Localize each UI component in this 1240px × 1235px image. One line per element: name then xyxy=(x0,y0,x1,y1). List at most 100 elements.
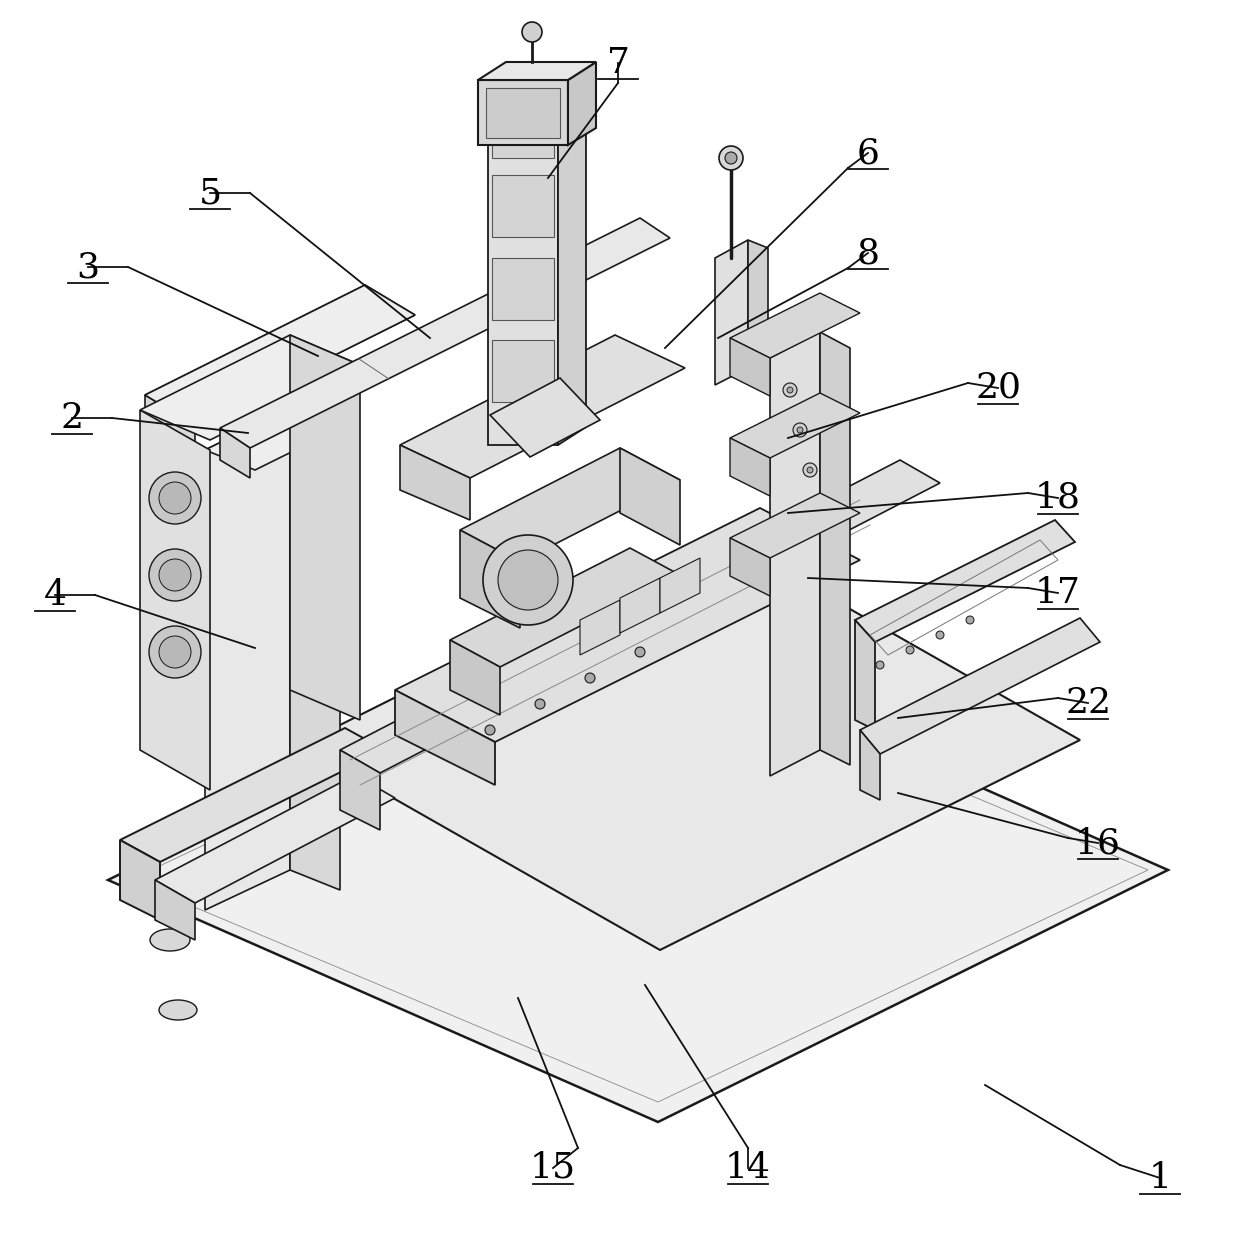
Polygon shape xyxy=(145,285,415,425)
Polygon shape xyxy=(155,776,396,903)
Polygon shape xyxy=(340,750,379,830)
Polygon shape xyxy=(492,100,554,158)
Polygon shape xyxy=(460,448,680,562)
Polygon shape xyxy=(290,408,340,890)
Circle shape xyxy=(485,725,495,735)
Ellipse shape xyxy=(159,1000,197,1020)
Text: 15: 15 xyxy=(529,1151,577,1186)
Circle shape xyxy=(797,427,804,433)
Polygon shape xyxy=(486,88,560,138)
Polygon shape xyxy=(492,175,554,237)
Circle shape xyxy=(807,467,813,473)
Polygon shape xyxy=(219,429,250,478)
Polygon shape xyxy=(450,548,680,667)
Polygon shape xyxy=(205,408,290,910)
Polygon shape xyxy=(140,410,210,790)
Polygon shape xyxy=(558,128,587,445)
Circle shape xyxy=(149,472,201,524)
Circle shape xyxy=(787,387,794,393)
Text: 5: 5 xyxy=(198,177,222,210)
Polygon shape xyxy=(489,128,587,144)
Polygon shape xyxy=(861,730,880,800)
Text: 6: 6 xyxy=(857,136,879,170)
Polygon shape xyxy=(460,530,520,629)
Polygon shape xyxy=(145,285,415,425)
Polygon shape xyxy=(120,840,160,920)
Polygon shape xyxy=(660,558,701,613)
Circle shape xyxy=(782,383,797,396)
Polygon shape xyxy=(477,62,596,80)
Polygon shape xyxy=(492,258,554,320)
Polygon shape xyxy=(580,600,620,655)
Circle shape xyxy=(585,673,595,683)
Polygon shape xyxy=(730,493,861,558)
Polygon shape xyxy=(145,395,195,466)
Circle shape xyxy=(906,646,914,655)
Text: 2: 2 xyxy=(61,401,83,435)
Circle shape xyxy=(534,699,546,709)
Text: 17: 17 xyxy=(1035,576,1081,610)
Circle shape xyxy=(149,550,201,601)
Circle shape xyxy=(794,424,807,437)
Polygon shape xyxy=(861,618,1100,755)
Circle shape xyxy=(719,146,743,170)
Polygon shape xyxy=(856,620,875,730)
Text: 14: 14 xyxy=(725,1151,771,1186)
Text: 20: 20 xyxy=(975,370,1021,405)
Circle shape xyxy=(804,463,817,477)
Polygon shape xyxy=(730,293,861,358)
Text: 16: 16 xyxy=(1075,826,1121,860)
Circle shape xyxy=(159,482,191,514)
Circle shape xyxy=(725,152,737,164)
Text: 1: 1 xyxy=(1148,1161,1172,1195)
Polygon shape xyxy=(290,335,360,720)
Text: 7: 7 xyxy=(606,46,630,80)
Polygon shape xyxy=(820,332,849,764)
Polygon shape xyxy=(108,629,1168,1123)
Polygon shape xyxy=(450,640,500,715)
Circle shape xyxy=(966,616,973,624)
Polygon shape xyxy=(770,332,820,776)
Polygon shape xyxy=(300,745,340,823)
Polygon shape xyxy=(340,459,940,773)
Polygon shape xyxy=(401,335,684,478)
Polygon shape xyxy=(219,219,670,448)
Polygon shape xyxy=(155,881,195,940)
Polygon shape xyxy=(730,393,861,458)
Polygon shape xyxy=(300,535,1080,950)
Polygon shape xyxy=(568,62,596,144)
Ellipse shape xyxy=(150,929,190,951)
Circle shape xyxy=(635,647,645,657)
Polygon shape xyxy=(396,690,495,785)
Polygon shape xyxy=(120,727,384,862)
Polygon shape xyxy=(730,438,770,496)
Polygon shape xyxy=(490,378,600,457)
Text: 4: 4 xyxy=(43,578,67,613)
Text: 22: 22 xyxy=(1065,685,1111,720)
Polygon shape xyxy=(489,144,558,445)
Polygon shape xyxy=(205,408,340,471)
Polygon shape xyxy=(730,338,770,396)
Text: 18: 18 xyxy=(1035,480,1081,515)
Text: 8: 8 xyxy=(857,236,879,270)
Polygon shape xyxy=(140,335,360,440)
Circle shape xyxy=(159,559,191,592)
Polygon shape xyxy=(856,520,1075,642)
Polygon shape xyxy=(620,448,680,545)
Text: 3: 3 xyxy=(77,249,99,284)
Polygon shape xyxy=(620,578,660,634)
Polygon shape xyxy=(401,445,470,520)
Circle shape xyxy=(875,661,884,669)
Polygon shape xyxy=(477,80,568,144)
Circle shape xyxy=(484,535,573,625)
Polygon shape xyxy=(748,240,768,375)
Circle shape xyxy=(159,636,191,668)
Circle shape xyxy=(149,626,201,678)
Circle shape xyxy=(936,631,944,638)
Circle shape xyxy=(522,22,542,42)
Polygon shape xyxy=(715,240,748,385)
Polygon shape xyxy=(396,508,861,742)
Polygon shape xyxy=(492,340,554,403)
Polygon shape xyxy=(730,538,770,597)
Circle shape xyxy=(498,550,558,610)
